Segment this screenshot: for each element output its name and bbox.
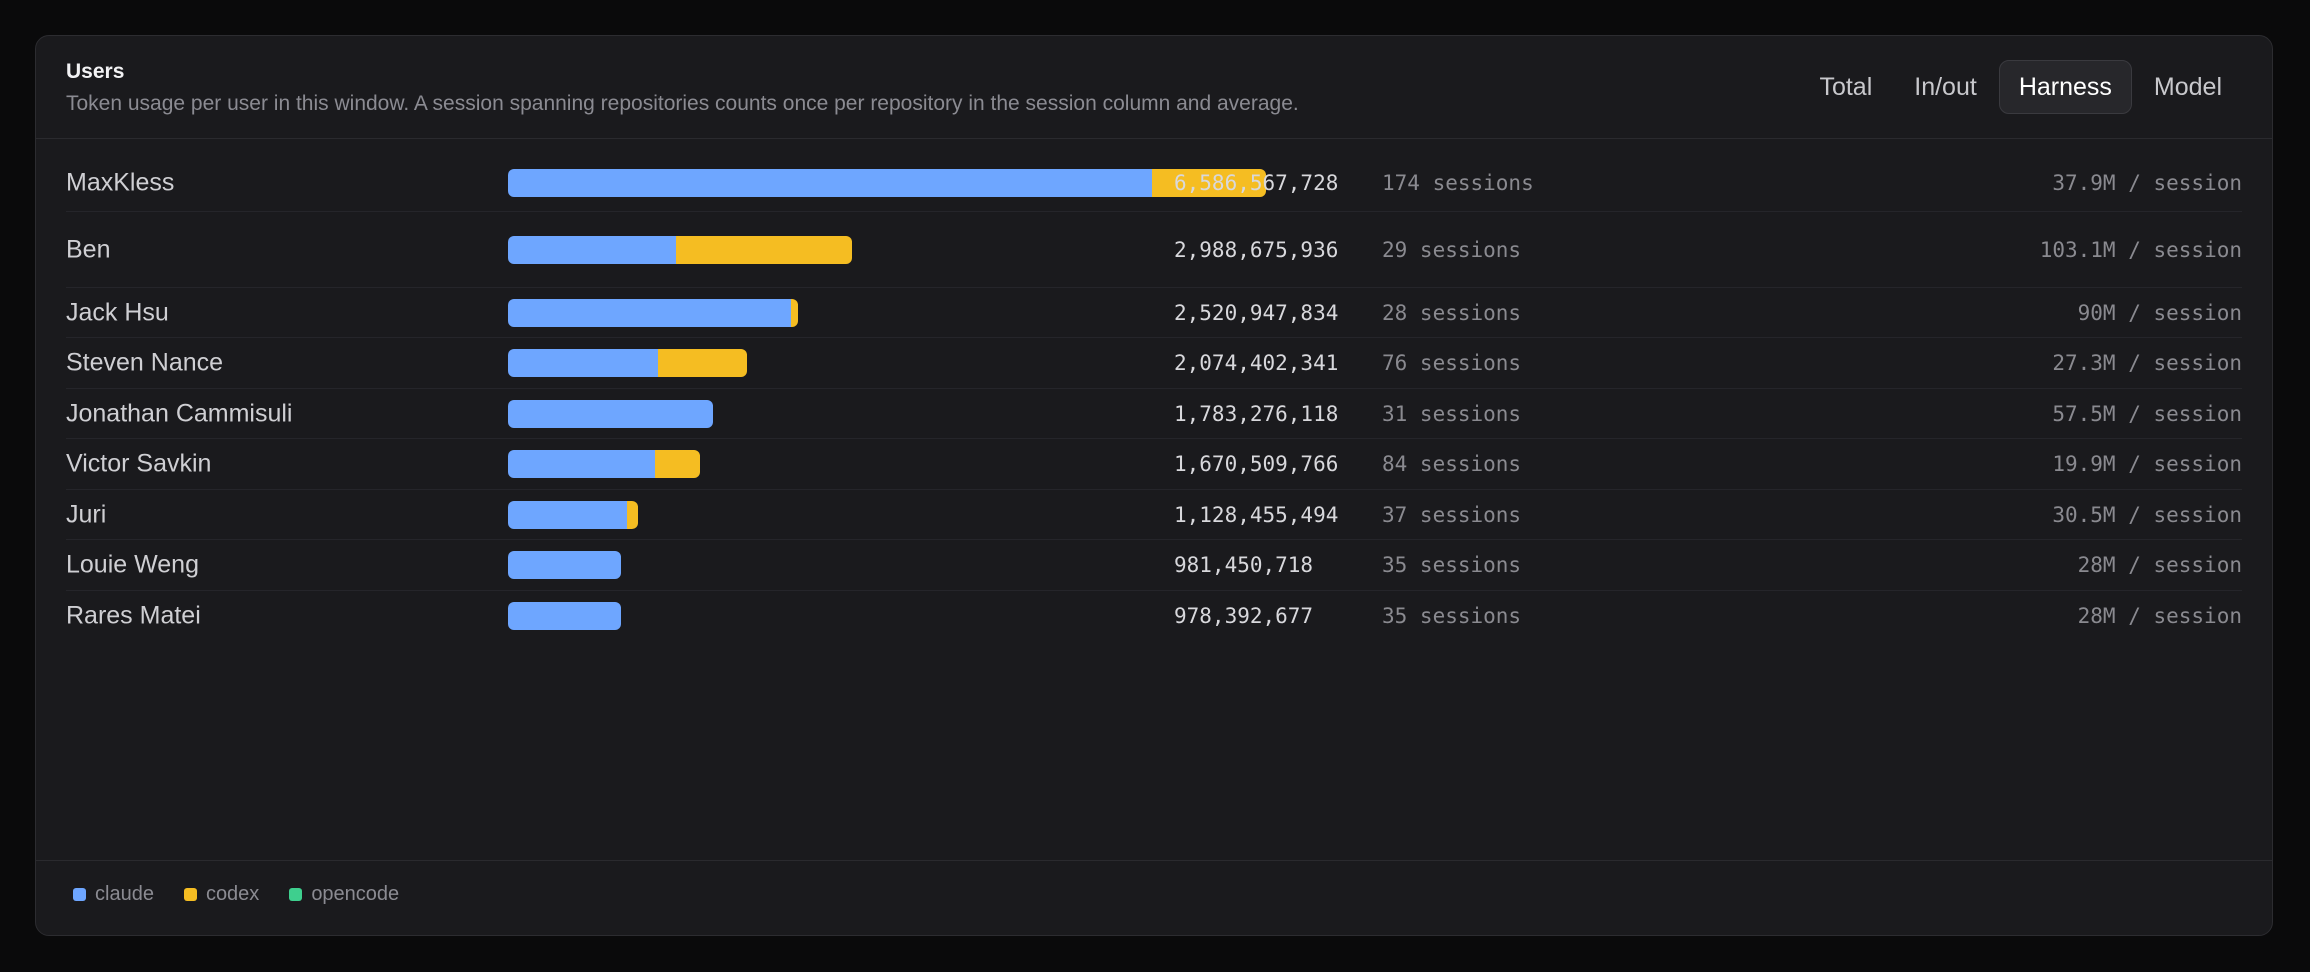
token-total: 1,783,276,118 [1174,401,1339,426]
user-name: Louie Weng [66,550,199,579]
session-count: 28 sessions [1382,300,1522,325]
bar-segment-claude [508,298,791,327]
token-total: 978,392,677 [1174,604,1314,628]
view-tabs: Total In/out Harness Model [1799,60,2242,114]
user-name: Ben [66,235,111,263]
card-header: Users Token usage per user in this windo… [36,36,2272,139]
user-name: Jonathan Cammisuli [66,399,293,427]
card-subtitle: Token usage per user in this window. A s… [66,92,1299,115]
usage-bar [508,602,621,630]
bar-segment-claude [508,602,621,630]
bar-segment-claude [508,450,656,478]
tab-total[interactable]: Total [1819,72,1873,101]
legend-item-claude: claude [73,883,154,906]
table-row: Rares Matei 978,392,677 35 sessions 28M / s… [66,591,2242,641]
session-count: 31 sessions [1382,401,1522,426]
bar-segment-codex [626,500,638,529]
user-name: Juri [66,500,107,528]
average-per-session: 27.3M / session [2052,351,2242,375]
table-row: Jonathan Cammisuli 1,783,276,118 31 sessio… [66,389,2242,439]
bar-segment-codex [675,235,852,264]
table-row: Victor Savkin 1,670,509,766 84 sessions 19.… [66,439,2242,490]
table-row: Juri 1,128,455,494 37 sessions 30.5M / sess… [66,490,2242,540]
bar-segment-codex [1151,168,1266,197]
bar-segment-claude [508,235,676,264]
bar-segment-codex [790,298,798,327]
token-total: 981,450,718 [1174,553,1314,577]
session-count: 37 sessions [1382,502,1522,527]
token-total: 2,074,402,341 [1174,351,1339,375]
token-total: 1,128,455,494 [1174,502,1339,527]
average-per-session: 28M / session [2077,604,2242,628]
bar-segment-claude [508,349,658,377]
usage-bar [508,399,713,428]
usage-bar [508,551,621,579]
bar-segment-codex [657,349,747,377]
tab-model[interactable]: Model [2153,72,2222,101]
table-row: Jack Hsu 2,520,947,834 28 sessions 90M / se… [66,288,2242,338]
average-per-session: 30.5M / session [2052,502,2242,527]
bar-segment-claude [508,500,627,529]
legend-item-opencode: opencode [289,883,399,906]
average-per-session: 28M / session [2077,553,2242,577]
session-count: 29 sessions [1382,237,1522,262]
legend-label: codex [205,883,260,905]
token-total: 1,670,509,766 [1174,452,1339,476]
usage-bar [508,349,747,377]
legend-label: claude [95,883,154,905]
card-footer: claude codex opencode [36,860,2272,935]
card-title: Users [66,60,125,83]
session-count: 35 sessions [1382,604,1522,628]
usage-bar [508,235,852,264]
tab-in-out[interactable]: In/out [1914,72,1977,101]
user-name: Steven Nance [66,348,224,377]
table-row: MaxKless 6,586,567,728 174 sessions 37.9M /… [66,154,2242,212]
average-per-session: 37.9M / session [2052,170,2242,195]
users-card: Users Token usage per user in this windo… [35,35,2273,936]
bar-segment-claude [508,551,621,579]
average-per-session: 103.1M / session [2039,237,2242,262]
session-count: 84 sessions [1382,452,1522,476]
average-per-session: 19.9M / session [2052,452,2242,476]
user-name: MaxKless [66,168,175,196]
legend-item-codex: codex [183,883,260,906]
legend-swatch [183,888,197,901]
session-count: 174 sessions [1382,170,1534,195]
usage-bar [508,168,1266,197]
session-count: 76 sessions [1382,351,1522,375]
session-count: 35 sessions [1382,553,1522,577]
token-total: 2,988,675,936 [1174,237,1339,262]
table-row: Steven Nance 2,074,402,341 76 sessions 27.3… [66,338,2242,389]
average-per-session: 90M / session [2077,300,2242,325]
token-total: 6,586,567,728 [1174,170,1339,195]
user-name: Jack Hsu [66,298,169,326]
table-row: Louie Weng 981,450,718 35 sessions 28M / se… [66,540,2242,591]
legend-swatch [73,888,86,901]
bar-segment-claude [508,399,713,428]
bar-segment-claude [508,168,1152,197]
usage-bar [508,298,798,327]
legend-swatch [289,888,303,901]
legend-label: opencode [311,883,400,905]
usage-bar [508,500,638,529]
average-per-session: 57.5M / session [2052,401,2242,426]
tab-harness[interactable]: Harness [1998,60,2132,114]
token-total: 2,520,947,834 [1174,300,1339,325]
legend: claude codex opencode [73,883,399,906]
user-name: Rares Matei [66,601,201,630]
table-row: Ben 2,988,675,936 29 sessions 103.1M / sess… [66,212,2242,288]
usage-bar [508,450,700,478]
user-list: MaxKless 6,586,567,728 174 sessions 37.9M /… [66,154,2242,641]
bar-segment-codex [655,450,700,478]
user-name: Victor Savkin [66,449,212,478]
